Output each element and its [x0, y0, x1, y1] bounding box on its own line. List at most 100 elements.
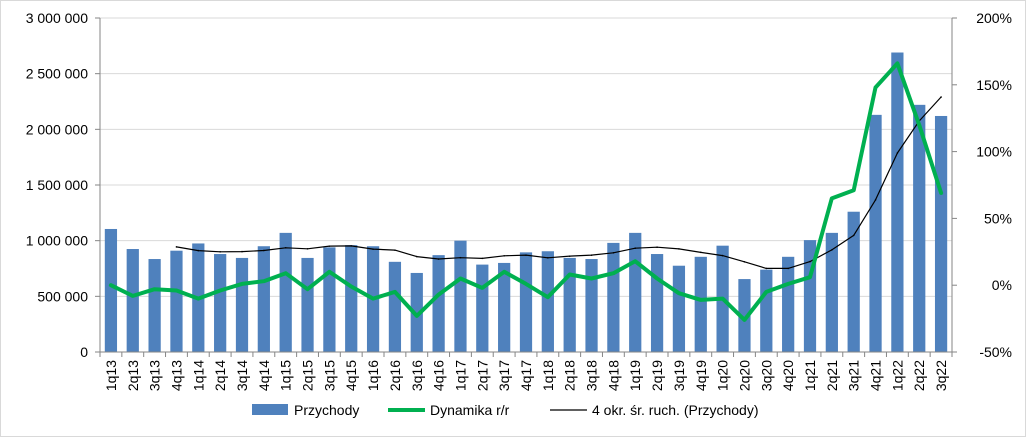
- bar-przychody: [891, 52, 904, 352]
- axes: 0 500 000 1 000 000 1 500 000 2 000 000 2 500…: [26, 10, 1012, 391]
- moving-average-point: [284, 246, 287, 249]
- x-axis-tick-label: 4q21: [868, 360, 884, 391]
- x-axis-tick-label: 3q14: [234, 360, 250, 391]
- bar-przychody: [563, 257, 576, 352]
- moving-average-point: [481, 257, 484, 260]
- moving-average-point: [437, 258, 440, 260]
- x-axis-tick-label: 1q22: [889, 360, 905, 391]
- dynamics-point: [874, 86, 877, 89]
- dynamics-point: [896, 62, 899, 65]
- dynamics-point: [787, 283, 789, 285]
- moving-average-point: [350, 245, 353, 247]
- bar-przychody: [498, 262, 511, 352]
- x-axis-tick-label: 2q18: [562, 360, 578, 391]
- moving-average-point: [328, 245, 331, 247]
- left-axis-tick-label: 2 000 000: [26, 121, 88, 137]
- dynamics-point: [394, 291, 396, 293]
- dynamics-point: [153, 288, 156, 291]
- x-axis-tick-label: 1q16: [365, 360, 381, 391]
- dynamics-point: [241, 283, 243, 285]
- moving-average-point: [241, 250, 243, 253]
- bar-przychody: [257, 246, 270, 352]
- bar-przychody: [235, 257, 249, 352]
- dynamics-point: [263, 280, 265, 282]
- dynamics-point: [328, 271, 331, 273]
- x-axis-tick-label: 1q13: [103, 360, 119, 391]
- x-axis-tick-label: 4q18: [605, 360, 621, 391]
- bar-przychody: [476, 264, 489, 352]
- dynamics-point: [350, 285, 353, 288]
- bar-przychody: [847, 211, 860, 352]
- x-axis-tick-label: 3q21: [846, 360, 862, 391]
- right-axis-tick-label: 200%: [976, 10, 1012, 26]
- x-axis-tick-label: 4q14: [256, 360, 272, 391]
- dynamics-point: [721, 297, 724, 300]
- dynamics-point: [525, 283, 527, 285]
- bar-przychody: [323, 247, 336, 352]
- moving-average-point: [415, 255, 418, 258]
- moving-average-point: [306, 247, 309, 250]
- bar-przychody: [345, 245, 358, 352]
- bar-przychody: [519, 252, 533, 352]
- dynamics-point: [284, 272, 287, 274]
- dynamics-point: [481, 287, 484, 289]
- moving-average-point: [831, 249, 833, 251]
- dynamics-point: [547, 296, 549, 299]
- moving-average-point: [678, 248, 680, 250]
- right-axis-tick-label: 50%: [984, 210, 1012, 226]
- x-axis-tick-label: 2q22: [911, 360, 927, 391]
- moving-average-point: [263, 249, 265, 252]
- moving-average-point: [590, 254, 593, 256]
- dynamics-point: [656, 277, 658, 280]
- dynamics-point: [372, 297, 374, 300]
- bar-przychody: [650, 254, 664, 352]
- x-axis-tick-label: 3q20: [758, 360, 774, 391]
- x-axis-tick-label: 1q17: [452, 360, 468, 391]
- dynamics-point: [634, 260, 637, 262]
- bar-przychody: [672, 265, 686, 352]
- dynamics-point: [765, 291, 768, 293]
- dynamics-point: [110, 284, 112, 287]
- bar-przychody: [913, 104, 926, 352]
- moving-average-point: [721, 254, 724, 257]
- bar-przychody: [694, 256, 707, 352]
- dynamics-point: [415, 315, 418, 317]
- x-axis-tick-label: 2q17: [474, 360, 490, 391]
- dynamics-point: [612, 272, 615, 274]
- dynamics-point: [743, 319, 746, 321]
- bar-przychody: [388, 261, 402, 352]
- bar-przychody: [170, 250, 183, 352]
- left-axis-tick-label: 3 000 000: [26, 10, 88, 26]
- legend-label-dynamika: Dynamika r/r: [430, 402, 510, 418]
- x-axis-tick-label: 4q16: [431, 360, 447, 391]
- moving-average-point: [503, 255, 505, 257]
- x-axis-tick-label: 2q19: [649, 360, 665, 391]
- dynamics-point: [503, 271, 505, 273]
- x-axis-tick-label: 4q13: [168, 360, 184, 391]
- dynamics-point: [918, 124, 921, 126]
- legend-label-przychody: Przychody: [294, 402, 359, 418]
- x-axis-tick-label: 3q13: [147, 360, 163, 391]
- moving-average-point: [699, 251, 702, 254]
- x-axis-tick-label: 2q14: [212, 360, 228, 391]
- dynamics-point: [219, 289, 221, 292]
- x-axis-tick-label: 4q15: [343, 360, 359, 391]
- dynamics-point: [437, 293, 440, 296]
- bar-przychody: [104, 228, 118, 352]
- x-axis-tick-label: 1q14: [190, 360, 206, 391]
- bar-przychody: [432, 255, 445, 352]
- bar-przychody: [934, 115, 948, 353]
- moving-average-point: [634, 247, 637, 250]
- dynamics-point: [678, 292, 680, 295]
- dynamics-point: [699, 299, 702, 301]
- left-axis-tick-label: 2 500 000: [26, 66, 88, 82]
- moving-average-point: [175, 246, 178, 248]
- moving-average-point: [809, 260, 811, 263]
- x-axis-tick-label: 3q19: [671, 360, 687, 391]
- dynamics-point: [809, 276, 811, 278]
- x-axis-tick-label: 3q16: [409, 360, 425, 391]
- bar-przychody: [541, 251, 554, 352]
- bar-przychody: [585, 259, 598, 352]
